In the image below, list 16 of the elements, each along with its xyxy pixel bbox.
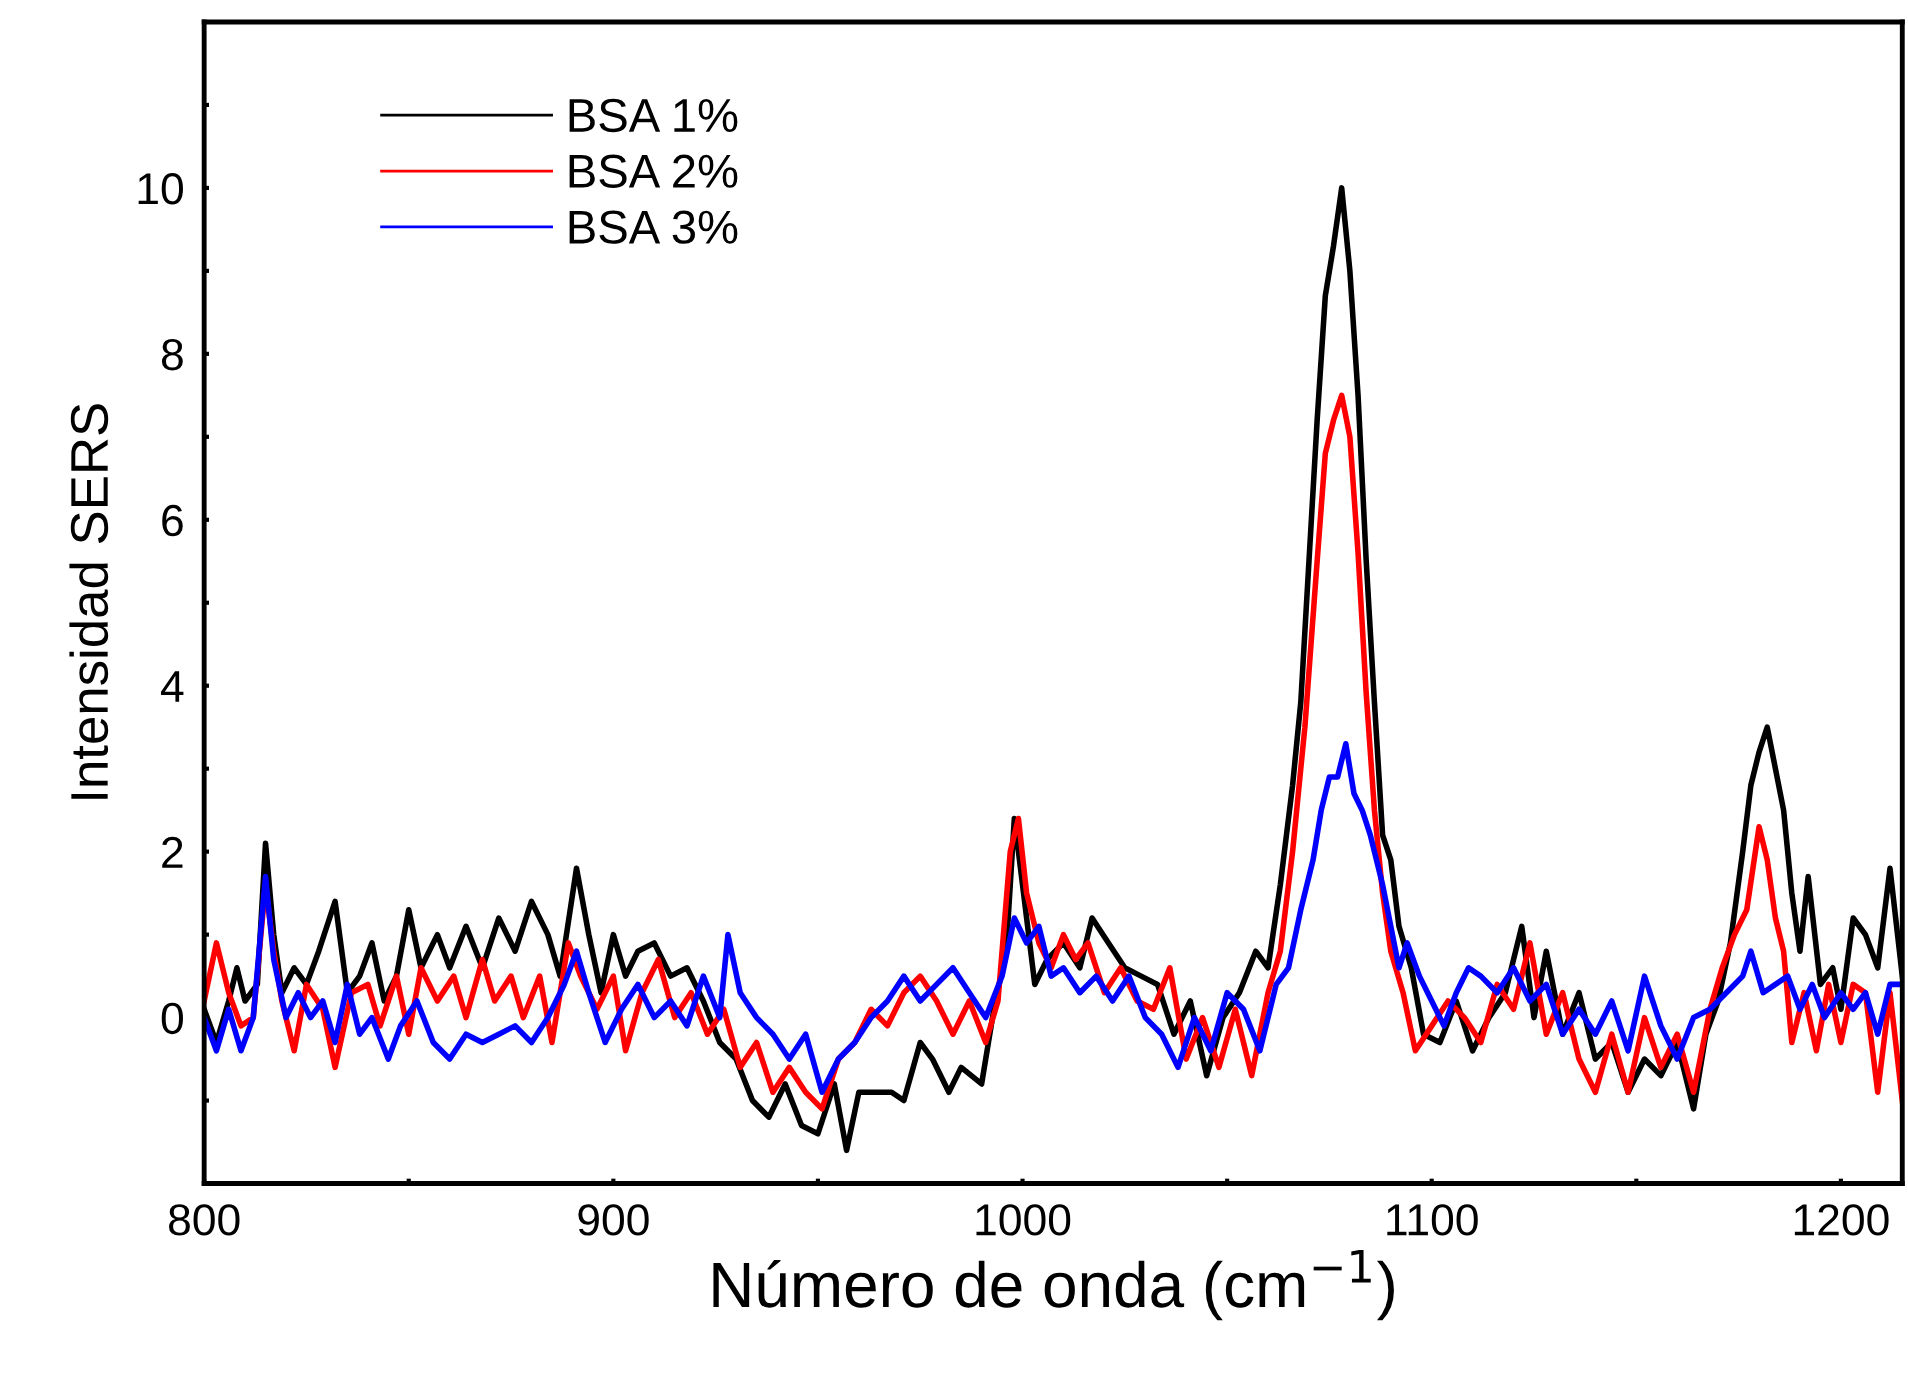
- x-tick-label: 1200: [1794, 1204, 1889, 1236]
- x-tick-label: 1000: [976, 1204, 1071, 1236]
- x-axis-title: Número de onda (cm$^{−1}$): [713, 1249, 1394, 1321]
- x-tick-label: 900: [578, 1204, 649, 1236]
- y-tick-label: 6: [162, 504, 183, 537]
- y-tick-label: 2: [162, 836, 183, 868]
- legend-label: BSA 1%: [569, 98, 738, 133]
- x-tick-label: 1100: [1387, 1204, 1478, 1236]
- y-tick-label: 0: [161, 1002, 183, 1035]
- y-tick-label: 4: [161, 671, 184, 702]
- legend-label: BSA 3%: [569, 210, 738, 244]
- x-tick-label: 800: [169, 1204, 240, 1236]
- y-axis-title: Intensidad SERS: [69, 404, 109, 799]
- y-tick-label: 10: [138, 172, 183, 205]
- legend-label: BSA 2%: [569, 154, 738, 189]
- y-tick-label: 8: [161, 338, 183, 371]
